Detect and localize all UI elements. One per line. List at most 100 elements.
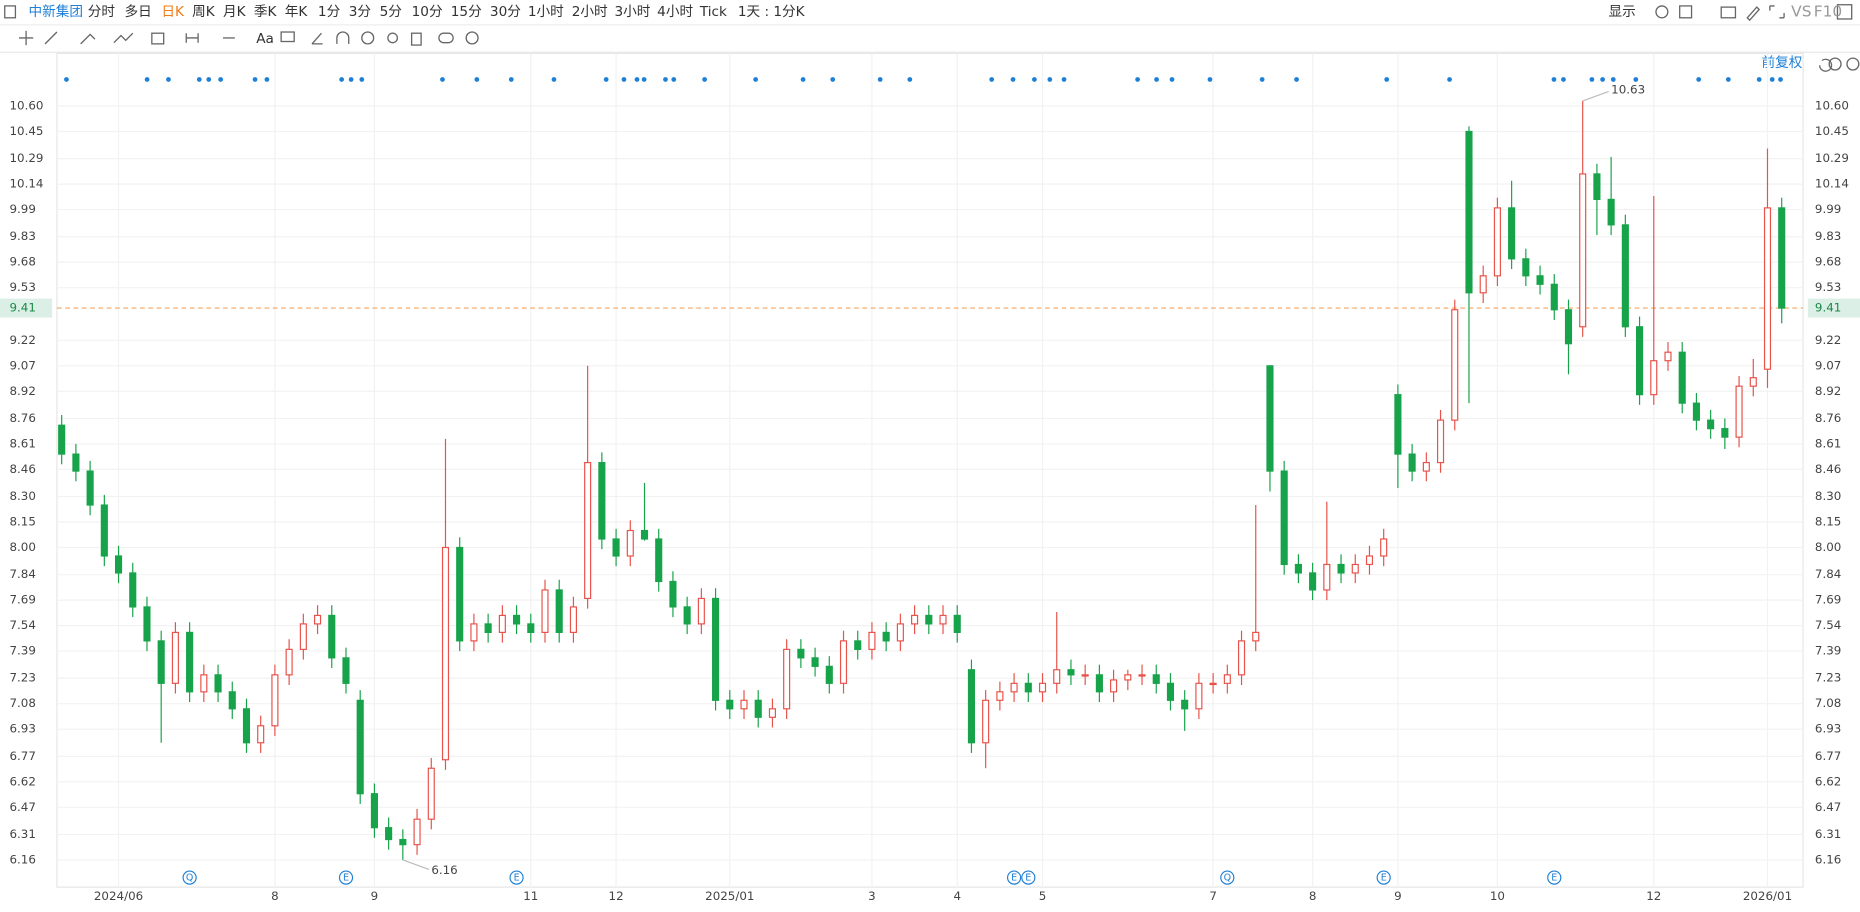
period-tab[interactable]: 分时 xyxy=(88,4,116,20)
f10-button[interactable]: F10 xyxy=(1814,2,1842,20)
event-dot[interactable] xyxy=(440,77,445,82)
event-dot[interactable] xyxy=(603,77,609,82)
event-marker[interactable] xyxy=(1021,870,1036,885)
event-dot[interactable] xyxy=(877,77,883,82)
comment-tool[interactable] xyxy=(280,31,295,43)
event-dot[interactable] xyxy=(1061,77,1067,82)
event-dot[interactable] xyxy=(551,77,557,82)
event-label[interactable]: E xyxy=(1381,873,1387,884)
event-dot[interactable] xyxy=(1600,77,1605,82)
event-dot[interactable] xyxy=(1725,77,1731,82)
event-dot[interactable] xyxy=(1756,77,1762,82)
event-label[interactable]: E xyxy=(1025,873,1031,884)
event-dot[interactable] xyxy=(1610,77,1616,82)
event-marker[interactable] xyxy=(1220,870,1235,885)
period-tab[interactable]: 1分 xyxy=(318,4,341,20)
event-label[interactable]: E xyxy=(514,873,520,884)
stock-name[interactable]: 中新集团 xyxy=(28,4,83,20)
event-marker[interactable] xyxy=(1006,870,1022,885)
event-dot[interactable] xyxy=(800,77,806,82)
event-dot[interactable] xyxy=(1135,77,1140,82)
event-dot[interactable] xyxy=(1259,77,1265,82)
period-tab[interactable]: 1小时 xyxy=(528,4,564,20)
event-dot[interactable] xyxy=(1589,77,1595,82)
event-dot[interactable] xyxy=(1294,77,1299,82)
event-dot[interactable] xyxy=(634,77,640,82)
event-dot[interactable] xyxy=(1010,77,1016,82)
event-marker[interactable] xyxy=(338,870,354,885)
event-dot[interactable] xyxy=(508,77,514,82)
period-tab[interactable]: 15分 xyxy=(451,4,482,20)
event-dot[interactable] xyxy=(206,77,212,82)
period-tab[interactable]: 多日 xyxy=(125,3,152,20)
period-tab[interactable]: 季K xyxy=(254,4,278,20)
event-dot[interactable] xyxy=(641,77,647,82)
event-dot[interactable] xyxy=(474,77,480,82)
event-dot[interactable] xyxy=(830,77,836,82)
event-dot[interactable] xyxy=(1047,77,1053,82)
compare-button[interactable]: VS xyxy=(1791,2,1811,20)
y-tick-label-right: 9.68 xyxy=(1815,255,1841,269)
event-dot[interactable] xyxy=(702,77,707,82)
period-tab[interactable]: 2小时 xyxy=(572,4,608,20)
event-marker[interactable] xyxy=(1547,870,1562,885)
event-dot[interactable] xyxy=(218,77,224,82)
right-tools[interactable] xyxy=(1655,4,1860,72)
event-dot[interactable] xyxy=(1769,77,1775,82)
period-tab[interactable]: 月K xyxy=(223,4,247,20)
event-dot[interactable] xyxy=(663,77,668,82)
event-dot[interactable] xyxy=(907,77,913,82)
event-dot[interactable] xyxy=(339,77,345,82)
event-dot[interactable] xyxy=(1561,77,1566,82)
drawing-tools[interactable] xyxy=(18,30,479,46)
event-dot[interactable] xyxy=(264,77,270,82)
event-dot[interactable] xyxy=(196,77,202,82)
event-dot[interactable] xyxy=(1447,77,1452,82)
event-label[interactable]: E xyxy=(1011,873,1017,884)
period-tab[interactable]: 4小时 xyxy=(657,4,693,20)
period-tab[interactable]: Tick xyxy=(699,4,727,20)
period-tab[interactable]: 3小时 xyxy=(614,4,650,20)
event-dot[interactable] xyxy=(1032,77,1037,82)
event-dot[interactable] xyxy=(1551,77,1557,82)
period-tab[interactable]: 30分 xyxy=(490,4,521,20)
event-label[interactable]: E xyxy=(343,873,349,884)
event-dot[interactable] xyxy=(1384,77,1390,82)
event-marker[interactable] xyxy=(182,870,197,885)
period-tab[interactable]: 周K xyxy=(192,4,216,20)
event-dot[interactable] xyxy=(989,77,995,82)
x-tick-label: 4 xyxy=(953,889,961,903)
event-label[interactable]: E xyxy=(1551,873,1557,884)
sidebar-toggle[interactable] xyxy=(4,5,17,19)
period-tab[interactable]: 日K xyxy=(161,4,185,20)
display-menu[interactable]: 显示 xyxy=(1609,4,1636,20)
event-marker[interactable] xyxy=(1376,870,1391,885)
y-tick-label: 8.00 xyxy=(9,540,35,554)
adjust-button[interactable]: 前复权 xyxy=(1762,54,1803,71)
event-dot[interactable] xyxy=(1778,77,1783,82)
event-label[interactable]: Q xyxy=(1224,873,1231,884)
event-label[interactable]: Q xyxy=(186,873,193,884)
event-dot[interactable] xyxy=(621,77,627,82)
event-dot[interactable] xyxy=(64,77,69,82)
event-dot[interactable] xyxy=(166,77,171,82)
event-dot[interactable] xyxy=(348,77,354,82)
event-dot[interactable] xyxy=(671,77,677,82)
event-dot[interactable] xyxy=(753,77,758,82)
period-tab[interactable]: 3分 xyxy=(349,4,372,20)
period-tab[interactable]: 10分 xyxy=(412,4,443,20)
text-tool[interactable]: Aa xyxy=(256,31,274,47)
event-dot[interactable] xyxy=(252,77,258,82)
period-tab[interactable]: 年K xyxy=(285,4,309,20)
event-dot[interactable] xyxy=(144,77,150,82)
event-dot[interactable] xyxy=(359,77,365,82)
event-dot[interactable] xyxy=(1207,77,1213,82)
event-marker[interactable] xyxy=(509,870,524,885)
event-dot[interactable] xyxy=(1696,77,1702,82)
candle-body xyxy=(1124,674,1132,681)
event-dot[interactable] xyxy=(1633,77,1639,82)
event-dot[interactable] xyxy=(1154,77,1159,82)
period-tab[interactable]: 5分 xyxy=(380,4,403,20)
interval-menu[interactable]: 1天 : 1分K xyxy=(738,4,806,20)
event-dot[interactable] xyxy=(1169,77,1175,82)
